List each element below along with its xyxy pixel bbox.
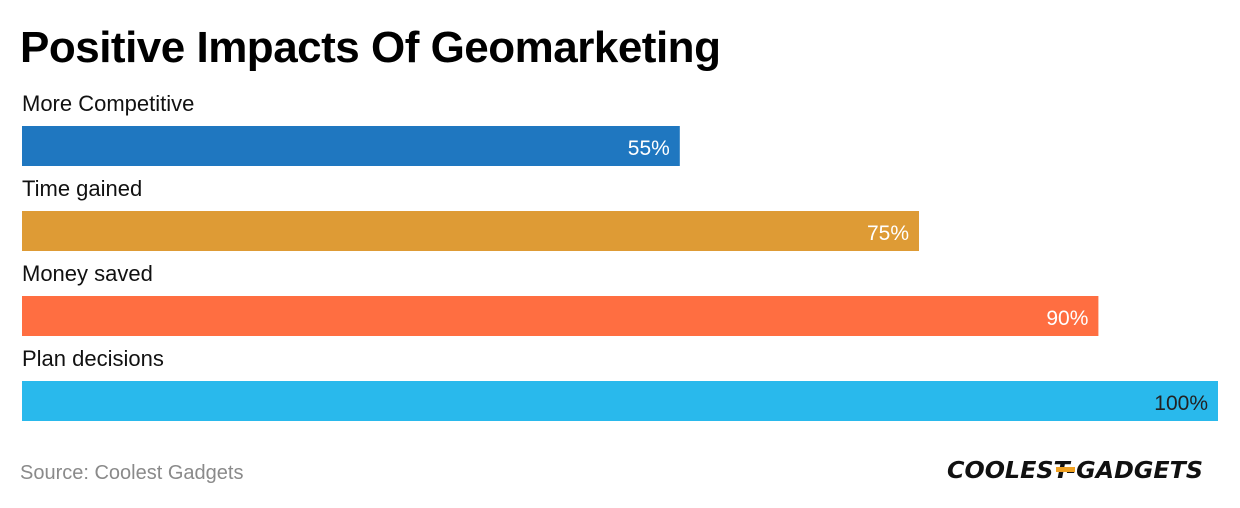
value-label: 100% [1154, 392, 1208, 415]
logo-dash-accent [1056, 467, 1075, 472]
bar [22, 296, 1099, 336]
category-label: Money saved [22, 261, 153, 286]
value-label: 90% [1046, 307, 1088, 330]
category-label: Time gained [22, 176, 142, 201]
bar [22, 381, 1218, 421]
chart-title: Positive Impacts Of Geomarketing [20, 23, 721, 72]
bar-chart: More Competitive 55% Time gained 75% Money s… [22, 91, 1218, 421]
value-label: 55% [628, 137, 670, 160]
bar [22, 211, 919, 251]
coolest-gadgets-logo: COOLEST-GADGETS [947, 458, 1203, 484]
bar [22, 126, 680, 166]
category-label: More Competitive [22, 91, 194, 116]
source-caption: Source: Coolest Gadgets [20, 462, 244, 484]
category-label: Plan decisions [22, 346, 164, 371]
value-label: 75% [867, 222, 909, 245]
